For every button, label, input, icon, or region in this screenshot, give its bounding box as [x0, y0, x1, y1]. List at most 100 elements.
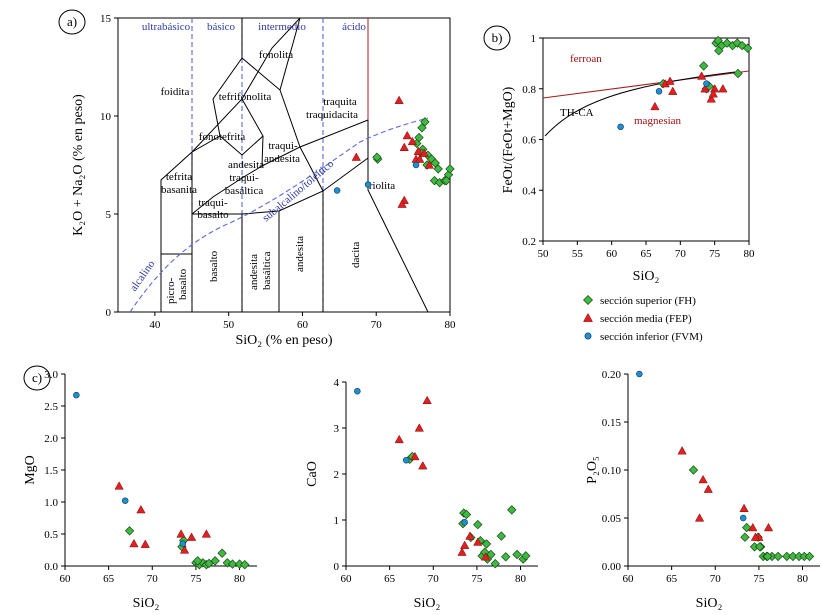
mgo-ylabel: MgO	[23, 455, 38, 485]
data-point-diamond	[461, 509, 472, 520]
tas-label-traqui-basalto2: basalto	[197, 209, 229, 221]
data-point-diamond	[742, 43, 753, 53]
x-tick-label: 65	[103, 573, 115, 585]
panel-c-label: c)	[32, 370, 42, 385]
x-tick-label: 80	[744, 248, 756, 260]
data-point-diamond	[507, 505, 517, 515]
tas-dacite-riolite	[367, 158, 429, 312]
y-tick-label: 0.2	[522, 236, 536, 248]
x-tick-label: 70	[675, 248, 687, 260]
data-point-triangle	[140, 539, 150, 548]
data-point-circle	[739, 514, 747, 522]
ferroan-frame	[542, 37, 750, 242]
tas-traqui-lower	[299, 146, 324, 192]
y-tick-label: 0.20	[602, 369, 622, 381]
data-point-triangle	[668, 86, 678, 95]
data-point-circle	[364, 181, 372, 188]
data-point-triangle	[407, 136, 417, 146]
tas-tephrite-bound	[191, 98, 264, 214]
data-point-diamond	[714, 45, 724, 56]
data-point-triangle	[665, 76, 675, 85]
y-tick-label: 0.15	[602, 417, 622, 429]
y-tick-label: 2	[334, 469, 340, 481]
data-point-triangle	[748, 522, 758, 532]
tas-label-subalcalino: subalcalino/toleítico	[260, 157, 336, 224]
tas-label-picro-basalto: basalto	[177, 268, 189, 300]
data-point-diamond	[227, 559, 238, 569]
data-point-diamond	[501, 552, 511, 562]
data-point-diamond	[722, 38, 732, 48]
data-point-triangle	[481, 552, 491, 561]
data-point-triangle	[413, 146, 423, 155]
y-tick-label: 0.6	[522, 135, 536, 147]
data-point-diamond	[192, 556, 203, 566]
data-point-diamond	[445, 164, 455, 174]
data-point-triangle	[718, 84, 728, 93]
panel-b-badge	[483, 25, 511, 51]
tas-frame	[117, 17, 451, 313]
data-point-triangle	[176, 529, 186, 538]
thca-curve	[544, 71, 736, 137]
x-tick-label: 80	[234, 573, 246, 585]
data-point-triangle	[473, 537, 483, 546]
x-tick-label: 65	[641, 248, 653, 260]
x-tick-label: 80	[445, 319, 457, 331]
data-point-diamond	[222, 558, 233, 568]
tas-label-basanita: basanita	[161, 184, 197, 196]
tas-upper-boundary	[160, 18, 301, 254]
y-tick-label: 2.0	[44, 433, 58, 445]
tas-label-dacita: dacita	[350, 242, 362, 268]
data-point-triangle	[708, 89, 718, 98]
data-point-triangle	[700, 84, 710, 93]
tas-top-ultrabasico: ultrabásico	[142, 21, 191, 33]
ferroan-xlabel: SiO₂	[633, 269, 660, 284]
data-point-triangle	[419, 148, 429, 157]
x-tick-label: 60	[341, 573, 353, 585]
x-tick-label: 80	[515, 573, 527, 585]
y-tick-label: 15	[100, 13, 112, 25]
data-point-triangle	[414, 423, 424, 432]
data-point-diamond	[496, 531, 507, 541]
x-tick-label: 40	[149, 319, 161, 331]
ferroan-panel: b) ferroan magnesian TH-CA SiO₂ FeOt/(Fe…	[483, 25, 756, 284]
data-point-circle	[73, 391, 80, 399]
data-point-triangle	[186, 532, 197, 541]
mgo-xlabel: SiO₂	[133, 596, 160, 611]
y-tick-label: 0.10	[602, 465, 622, 477]
y-tick-label: 1.0	[44, 497, 58, 509]
p2o5-xlabel: SiO₂	[696, 596, 723, 611]
p2o5-axes	[627, 374, 820, 567]
data-point-diamond	[698, 61, 709, 71]
tas-traqui-bound	[241, 57, 301, 167]
data-point-diamond	[490, 559, 500, 569]
tas-top-basico: básico	[207, 21, 236, 33]
y-tick-label: 1	[531, 33, 537, 45]
data-point-diamond	[240, 560, 250, 570]
tas-top-intermedio: intermedio	[258, 21, 306, 33]
tas-ticks: 40 50 60 70 80 0 5 10 15	[100, 13, 456, 331]
data-point-triangle	[179, 545, 190, 554]
x-tick-label: 60	[297, 319, 309, 331]
data-point-diamond	[210, 556, 220, 566]
panel-b-label: b)	[492, 30, 503, 45]
tas-points	[333, 95, 455, 208]
y-tick-label: 0.8	[522, 84, 536, 96]
data-point-diamond	[741, 522, 752, 533]
cao-ticks: 60 65 70 75 80 0 1 2 3 4	[334, 377, 527, 585]
data-point-triangle	[698, 474, 708, 484]
x-tick-label: 70	[428, 573, 440, 585]
data-point-triangle	[418, 461, 428, 470]
data-point-diamond	[788, 551, 798, 562]
data-point-circle	[703, 80, 710, 87]
data-point-triangle	[201, 529, 212, 538]
x-tick-label: 70	[710, 573, 722, 585]
tas-label-traqui-andesita: andesita	[264, 153, 300, 165]
data-point-diamond	[372, 152, 382, 162]
data-point-triangle	[750, 532, 761, 541]
data-point-triangle	[763, 522, 774, 532]
x-tick-label: 75	[753, 573, 765, 585]
data-point-diamond	[124, 526, 135, 536]
data-point-circle	[354, 387, 361, 395]
tas-panel: a)	[58, 9, 456, 348]
tas-mid-bound	[191, 135, 264, 215]
